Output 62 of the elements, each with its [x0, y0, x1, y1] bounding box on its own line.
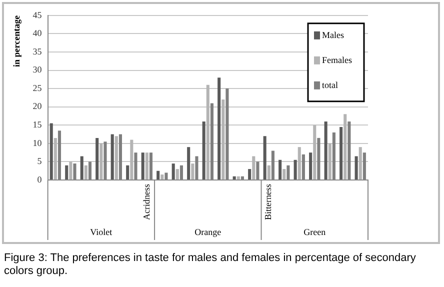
bar [324, 121, 328, 180]
y-tick-label: 15 [32, 119, 42, 130]
bar [232, 176, 236, 180]
bar [187, 147, 190, 180]
bar [96, 138, 99, 180]
bar [313, 125, 316, 180]
bar [54, 138, 57, 180]
bar [344, 114, 347, 180]
bar [202, 121, 206, 180]
bar [156, 170, 160, 180]
bar [191, 164, 194, 180]
legend-label: total [322, 80, 338, 90]
bar [65, 165, 68, 180]
text: Orange [194, 226, 222, 237]
bar [145, 152, 148, 180]
bar [110, 134, 114, 180]
bar [282, 169, 286, 180]
legend-label: Females [322, 54, 352, 65]
bar [263, 136, 266, 180]
bar [160, 174, 164, 180]
y-tick-label: 40 [32, 28, 42, 38]
bar [278, 160, 282, 180]
bar [354, 156, 358, 180]
y-tick-label: 25 [32, 82, 42, 93]
bar [50, 123, 53, 180]
y-tick-label: 35 [32, 46, 42, 56]
bar [84, 165, 88, 180]
bar [218, 78, 221, 180]
y-axis-title: in percentage [12, 15, 22, 67]
bar [172, 164, 175, 180]
bar [80, 156, 84, 180]
y-tick-label: 10 [32, 138, 42, 148]
bar [340, 126, 343, 180]
caption: Figure 3: The preferences in taste for males and females in percentage of secondary colors group. [4, 252, 417, 278]
y-tick-label: 45 [32, 10, 42, 20]
x-tick-label: Acridness [141, 184, 152, 220]
legend-label: Males [322, 30, 344, 40]
bar [236, 176, 240, 180]
bar [69, 162, 72, 180]
bar [141, 152, 144, 180]
bar [176, 169, 179, 180]
bar [222, 100, 225, 180]
bar [328, 143, 332, 180]
text: Violet [90, 226, 113, 237]
bar [252, 156, 256, 180]
y-tick-label: 20 [32, 101, 42, 112]
y-tick-label: 5 [37, 156, 42, 166]
bar [358, 147, 362, 180]
bar [114, 136, 118, 180]
bar [267, 165, 270, 180]
text: Green [304, 226, 326, 237]
bar [206, 84, 210, 180]
y-tick-label: 0 [37, 174, 42, 184]
bar [100, 143, 103, 180]
bar [309, 152, 312, 180]
bar [126, 165, 130, 180]
x-tick-label: Bitterness [263, 184, 274, 220]
y-tick-label: 30 [32, 64, 42, 75]
bar [298, 147, 301, 180]
bar [294, 160, 297, 180]
bar [130, 140, 134, 180]
bar [248, 169, 252, 180]
